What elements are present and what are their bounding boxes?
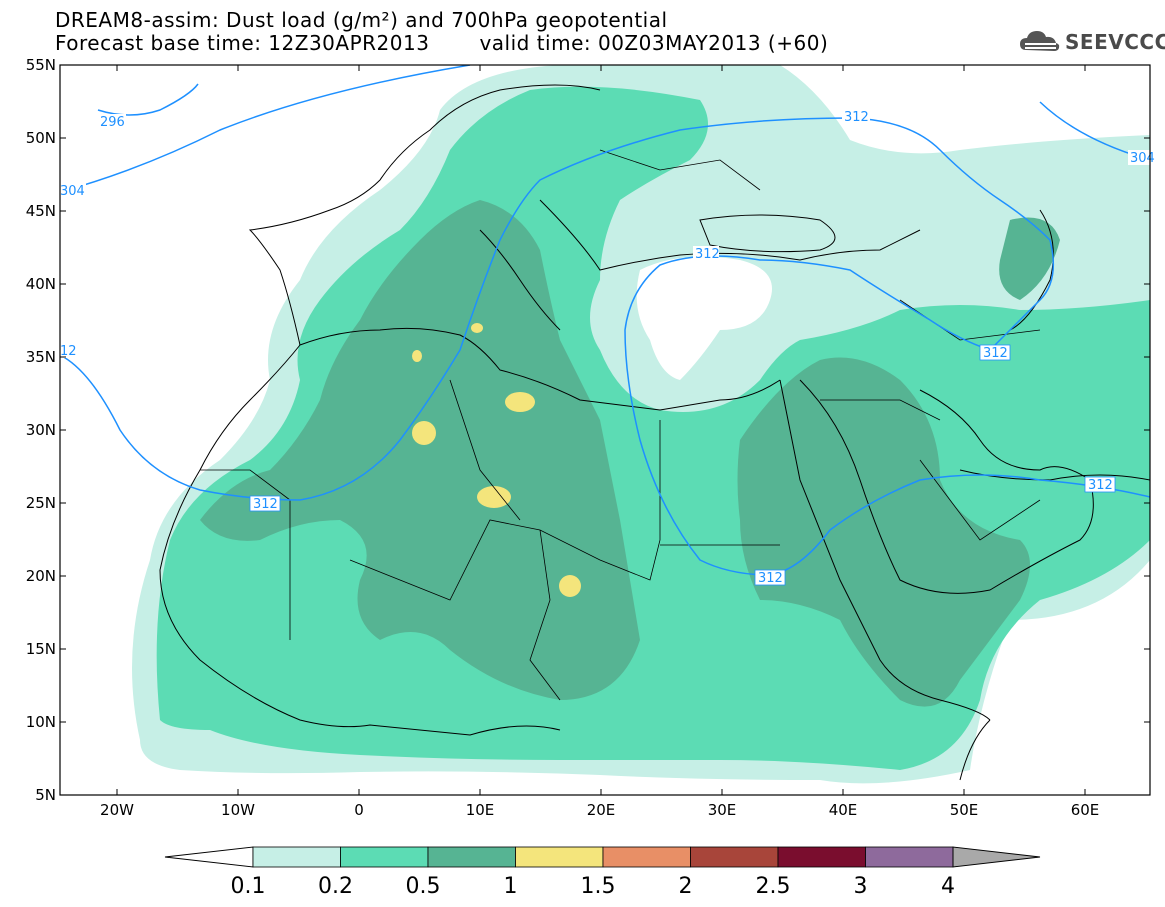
coastlines [159, 84, 1150, 781]
lon-label: 20E [587, 801, 616, 819]
colorbar-segment [602, 846, 691, 868]
lat-label: 45N [26, 202, 56, 220]
border [200, 469, 291, 640]
lat-label: 55N [26, 56, 56, 74]
contour-label: 312 [695, 247, 720, 262]
coastline-black-sea [699, 214, 836, 253]
border [599, 149, 761, 191]
lat-label: 25N [26, 494, 56, 512]
colorbar-segment [865, 846, 954, 868]
contour-label: 312 [758, 571, 783, 586]
logo-text: SEEVCCC [1065, 30, 1165, 54]
border [820, 399, 941, 421]
lat-label: 40N [26, 275, 56, 293]
clear-area-aegean [636, 256, 772, 380]
cloud-icon [1020, 31, 1060, 51]
coastline-arabia [799, 379, 1094, 594]
lon-label: 60E [1071, 801, 1100, 819]
colorbar-segment [515, 846, 604, 868]
colorbar-label: 1 [504, 874, 518, 899]
coastline-caspian [1009, 209, 1054, 331]
contour-label: 312 [983, 346, 1008, 361]
latitude-axis: 55N 50N 45N 40N 35N 30N 25N 20N 15N 10N … [26, 56, 1150, 804]
contour-label: 312 [844, 110, 869, 125]
lon-label: 10W [221, 801, 255, 819]
coastline-horn-africa [959, 719, 991, 781]
coastline-red-sea [779, 379, 991, 721]
lon-label: 50E [950, 801, 979, 819]
colorbar-label: 0.1 [231, 874, 266, 899]
colorbar-label: 2 [679, 874, 693, 899]
colorbar-label: 2.5 [756, 874, 791, 899]
lat-label: 5N [35, 786, 56, 804]
dust-spot-1 [471, 323, 483, 333]
colorbar: 0.1 0.2 0.5 1 1.5 2 2.5 3 4 [164, 846, 1041, 899]
geopotential-contours [60, 65, 1150, 576]
borders [200, 149, 1041, 701]
coastline-north-africa [299, 327, 781, 411]
longitude-axis: 20W 10W 0 10E 20E 30E 40E 50E 60E [100, 65, 1099, 819]
lon-label: 20W [100, 801, 134, 819]
colorbar-segment [340, 846, 429, 868]
colorbar-label: 3 [854, 874, 868, 899]
lon-label: 30E [708, 801, 737, 819]
colorbar-over-triangle [952, 846, 1041, 868]
contour-label: 312 [1088, 478, 1113, 493]
colorbar-segment [690, 846, 779, 868]
contour-label: 312 [253, 497, 278, 512]
dust-band-0.5-caspian [999, 217, 1060, 300]
coastline-europe [248, 84, 601, 346]
colorbar-under-triangle [164, 846, 254, 868]
seevccc-logo: SEEVCCC [1018, 26, 1165, 56]
colorbar-segment [252, 846, 341, 868]
colorbar-label: 0.5 [406, 874, 441, 899]
border [529, 529, 561, 701]
lat-label: 10N [26, 713, 56, 731]
contour-labels: 296 304 312 312 312 312 312 312 12 304 [58, 109, 1155, 586]
dust-band-0.5 [200, 200, 640, 700]
lon-label: 40E [829, 801, 858, 819]
lon-label: 0 [354, 801, 364, 819]
dust-spot-1 [559, 575, 581, 597]
coastline-italy [479, 229, 561, 331]
dust-spot-1 [412, 350, 422, 362]
colorbar-segment [777, 846, 866, 868]
contour-label: 304 [1130, 151, 1155, 166]
colorbar-label: 0.2 [318, 874, 353, 899]
lat-ticks [60, 137, 1150, 723]
contour-label: 296 [100, 115, 125, 130]
contour-label: 304 [60, 184, 85, 199]
dust-band-0.5-east [737, 357, 1030, 707]
dust-spot-1 [477, 486, 511, 508]
dust-spot-1 [412, 421, 436, 445]
lat-label: 20N [26, 567, 56, 585]
lat-label: 30N [26, 421, 56, 439]
forecast-times: Forecast base time: 12Z30APR2013 valid ti… [55, 33, 828, 53]
map-title: DREAM8-assim: Dust load (g/m²) and 700hP… [55, 8, 668, 32]
lat-label: 15N [26, 640, 56, 658]
base-time-label: Forecast base time: 12Z30APR2013 [55, 31, 430, 55]
contour-label: 12 [60, 344, 77, 359]
lon-label: 10E [466, 801, 495, 819]
lon-ticks [116, 65, 1086, 795]
coastline-africa-west [159, 344, 561, 736]
valid-time-label: valid time: 00Z03MAY2013 (+60) [479, 31, 829, 55]
map-fields [60, 65, 1150, 795]
lat-label: 50N [26, 129, 56, 147]
colorbar-segment [427, 846, 516, 868]
contour-296 [97, 83, 199, 116]
colorbar-label: 1.5 [581, 874, 616, 899]
contour-312-main [60, 117, 1150, 576]
coastline-balkans-turkey [539, 199, 921, 271]
lat-label: 35N [26, 348, 56, 366]
border [449, 379, 521, 521]
contour-304-west [60, 65, 471, 193]
dust-spot-1 [505, 392, 535, 412]
border [919, 459, 1041, 541]
colorbar-label: 4 [941, 874, 955, 899]
